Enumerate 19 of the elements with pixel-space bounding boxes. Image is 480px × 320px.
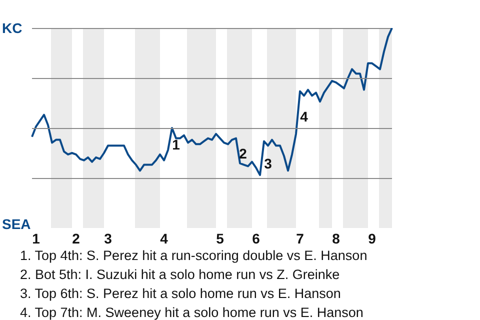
x-tick-label: 5	[216, 230, 224, 246]
text: 3. Top 6th: S. Perez hit a solo home run vs E. Hanson	[20, 285, 342, 303]
x-tick-label: 4	[160, 230, 168, 246]
x-tick-label: 7	[296, 230, 304, 246]
x-tick-label: 1	[32, 230, 40, 246]
text: SEA	[2, 216, 31, 232]
text: 1. Top 4th: S. Perez hit a run-scoring double vs E. Hanson	[20, 247, 368, 265]
annotation: 2	[239, 145, 248, 162]
annotation: 1	[172, 136, 180, 153]
text: 2. Bot 5th: I. Suzuki hit a solo home run vs Z. Greinke	[20, 266, 341, 284]
text: 4. Top 7th: M. Sweeney hit a solo home run vs E. Hanson	[20, 304, 364, 320]
x-tick-label: 9	[368, 230, 376, 246]
x-tick-label: 6	[252, 230, 260, 246]
annotation: 4	[300, 108, 308, 125]
annotation: 3	[264, 156, 272, 172]
x-tick-label: 3	[104, 230, 112, 246]
text: KC	[2, 20, 22, 36]
x-tick-label: 8	[332, 230, 340, 246]
x-tick-label: 2	[72, 230, 80, 246]
